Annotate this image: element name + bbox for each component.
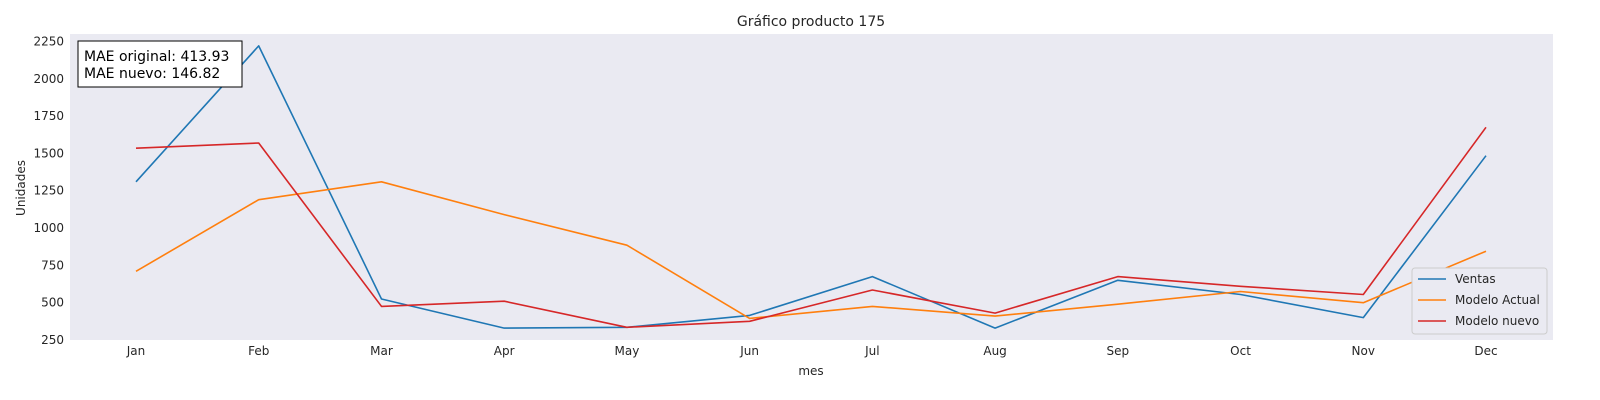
series-lines	[135, 45, 1487, 329]
y-tick-label: 750	[41, 258, 64, 272]
x-tick-label: Jan	[126, 344, 146, 358]
y-tick-label: 1750	[33, 109, 64, 123]
x-tick-label: Feb	[248, 344, 269, 358]
x-tick-label: Apr	[494, 344, 515, 358]
legend: Ventas Modelo Actual Modelo nuevo	[1411, 267, 1548, 335]
x-tick-label: Oct	[1230, 344, 1251, 358]
x-axis-ticks: Jan Feb Mar Apr May Jun Jul Aug Sep Oct Nov Dec	[126, 344, 1498, 358]
y-tick-label: 2000	[33, 72, 64, 86]
plot-area	[70, 34, 1553, 340]
x-tick-label: Jul	[864, 344, 879, 358]
legend-label: Modelo nuevo	[1455, 314, 1539, 328]
y-tick-label: 500	[41, 296, 64, 310]
y-axis-ticks: 250 500 750 1000 1250 1500 1750 2000 2250	[33, 34, 64, 347]
x-tick-label: Aug	[983, 344, 1006, 358]
series-line	[135, 181, 1487, 320]
x-tick-label: Nov	[1352, 344, 1375, 358]
x-tick-label: Dec	[1474, 344, 1497, 358]
mae-original-text: MAE original: 413.93	[84, 49, 229, 65]
mae-nuevo-text: MAE nuevo: 146.82	[84, 66, 220, 82]
x-tick-label: May	[615, 344, 640, 358]
y-tick-label: 1000	[33, 221, 64, 235]
series-line	[135, 126, 1487, 329]
legend-label: Modelo Actual	[1455, 293, 1540, 307]
series-line	[135, 45, 1487, 329]
legend-label: Ventas	[1455, 272, 1496, 286]
y-tick-label: 1250	[33, 184, 64, 198]
x-tick-label: Jun	[739, 344, 759, 358]
chart-title: Gráfico producto 175	[737, 14, 885, 30]
y-tick-label: 2250	[33, 34, 64, 48]
x-tick-label: Sep	[1107, 344, 1130, 358]
x-axis-title: mes	[798, 364, 823, 378]
x-tick-label: Mar	[370, 344, 393, 358]
y-axis-title: Unidades	[14, 160, 28, 216]
mae-annotation: MAE original: 413.93 MAE nuevo: 146.82	[77, 40, 243, 88]
y-tick-label: 250	[41, 333, 64, 347]
y-tick-label: 1500	[33, 146, 64, 160]
